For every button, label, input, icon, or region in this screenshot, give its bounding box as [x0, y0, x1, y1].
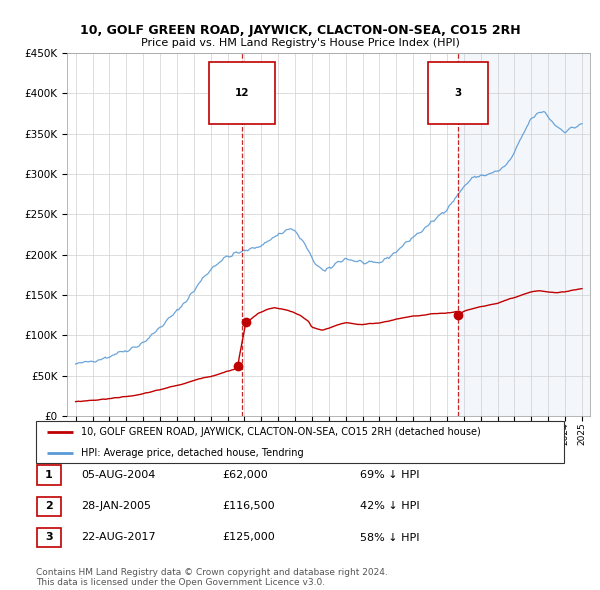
Text: 22-AUG-2017: 22-AUG-2017 [81, 533, 155, 542]
FancyBboxPatch shape [37, 497, 61, 516]
Text: 3: 3 [454, 88, 461, 99]
Text: £125,000: £125,000 [222, 533, 275, 542]
Text: 1: 1 [45, 470, 53, 480]
Text: 42% ↓ HPI: 42% ↓ HPI [360, 502, 419, 511]
Text: £62,000: £62,000 [222, 470, 268, 480]
Text: Contains HM Land Registry data © Crown copyright and database right 2024.: Contains HM Land Registry data © Crown c… [36, 568, 388, 576]
Text: 05-AUG-2004: 05-AUG-2004 [81, 470, 155, 480]
FancyBboxPatch shape [37, 528, 61, 547]
Text: 10, GOLF GREEN ROAD, JAYWICK, CLACTON-ON-SEA, CO15 2RH (detached house): 10, GOLF GREEN ROAD, JAYWICK, CLACTON-ON… [81, 427, 481, 437]
Text: 2: 2 [45, 502, 53, 511]
FancyBboxPatch shape [37, 466, 61, 484]
Bar [458, 53, 590, 416]
Text: Price paid vs. HM Land Registry's House Price Index (HPI): Price paid vs. HM Land Registry's House … [140, 38, 460, 48]
FancyBboxPatch shape [36, 421, 564, 463]
Text: 10, GOLF GREEN ROAD, JAYWICK, CLACTON-ON-SEA, CO15 2RH: 10, GOLF GREEN ROAD, JAYWICK, CLACTON-ON… [80, 24, 520, 37]
Text: 3: 3 [45, 533, 53, 542]
Text: 58% ↓ HPI: 58% ↓ HPI [360, 533, 419, 542]
Text: 69% ↓ HPI: 69% ↓ HPI [360, 470, 419, 480]
Text: 28-JAN-2005: 28-JAN-2005 [81, 502, 151, 511]
Text: £116,500: £116,500 [222, 502, 275, 511]
Text: This data is licensed under the Open Government Licence v3.0.: This data is licensed under the Open Gov… [36, 578, 325, 587]
Text: HPI: Average price, detached house, Tendring: HPI: Average price, detached house, Tend… [81, 448, 304, 457]
Text: 12: 12 [235, 88, 249, 99]
